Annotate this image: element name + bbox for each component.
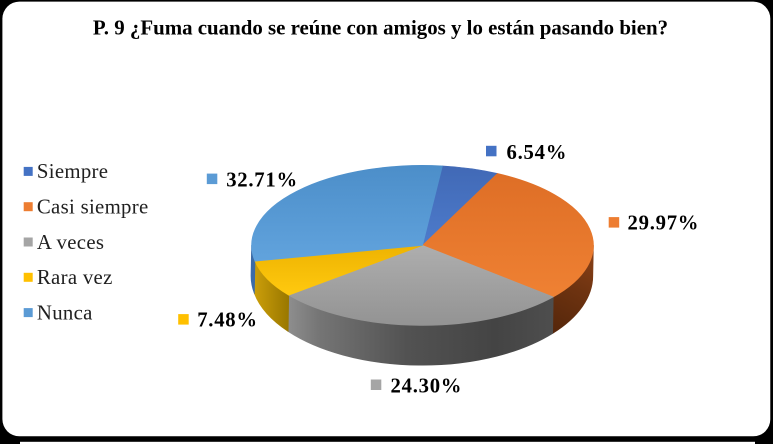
svg-text:32.71%: 32.71% [226,169,298,191]
svg-text:Casi siempre: Casi siempre [37,196,149,219]
svg-text:P. 9 ¿Fuma cuando se reúne con: P. 9 ¿Fuma cuando se reúne con amigos y … [93,15,668,39]
svg-text:Rara vez: Rara vez [37,266,113,289]
svg-text:7.48%: 7.48% [197,310,258,332]
svg-text:6.54%: 6.54% [507,142,568,164]
svg-text:Nunca: Nunca [37,301,93,324]
svg-text:29.97%: 29.97% [628,213,700,235]
svg-text:A veces: A veces [37,231,104,254]
svg-text:Siempre: Siempre [37,160,108,183]
svg-text:24.30%: 24.30% [391,376,463,398]
